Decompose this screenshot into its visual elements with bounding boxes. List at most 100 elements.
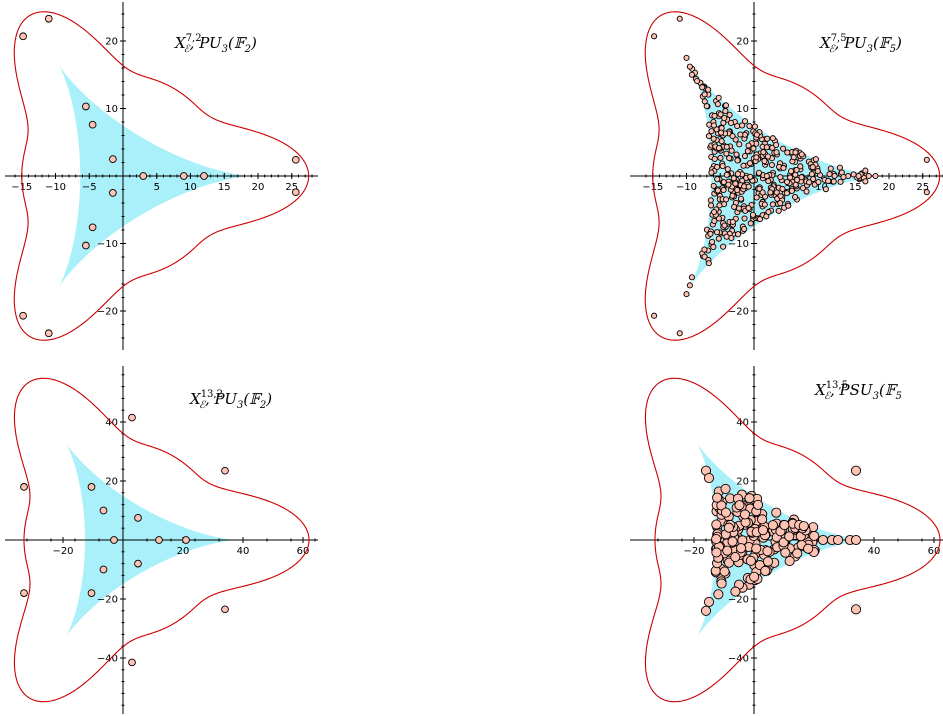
data-point bbox=[128, 413, 136, 422]
data-point bbox=[708, 128, 715, 135]
boundary-curve bbox=[644, 11, 941, 341]
data-point bbox=[711, 217, 718, 224]
data-point bbox=[790, 154, 797, 161]
data-point bbox=[825, 177, 832, 184]
data-point bbox=[784, 531, 795, 542]
data-point bbox=[727, 119, 735, 126]
data-point bbox=[783, 190, 790, 197]
data-point bbox=[711, 547, 722, 558]
data-point bbox=[788, 168, 795, 175]
data-point bbox=[741, 215, 748, 222]
data-point bbox=[756, 216, 763, 223]
data-point bbox=[701, 91, 708, 98]
data-point bbox=[762, 546, 773, 557]
data-point bbox=[707, 202, 715, 209]
data-point bbox=[110, 536, 118, 544]
data-point bbox=[831, 172, 838, 179]
x-tick-label: 60 bbox=[928, 546, 941, 557]
data-point bbox=[771, 507, 782, 518]
data-point bbox=[82, 102, 90, 111]
data-point bbox=[20, 589, 28, 597]
data-point bbox=[703, 596, 715, 608]
data-point bbox=[792, 193, 799, 201]
data-point bbox=[109, 155, 117, 163]
data-point bbox=[769, 135, 776, 142]
data-point bbox=[723, 143, 730, 150]
data-point bbox=[784, 149, 791, 156]
data-point bbox=[711, 519, 722, 530]
data-point bbox=[779, 185, 786, 193]
panel-title: X13,2 ℰ, PU3(𝔽2) bbox=[189, 389, 272, 411]
data-point bbox=[716, 202, 723, 209]
data-point bbox=[737, 195, 745, 202]
data-point bbox=[88, 120, 97, 129]
data-point bbox=[708, 169, 715, 176]
data-point bbox=[714, 176, 721, 183]
data-point bbox=[732, 180, 739, 187]
data-point bbox=[780, 547, 791, 558]
y-tick-label: 20 bbox=[105, 37, 118, 48]
data-point bbox=[740, 162, 747, 169]
data-point bbox=[809, 530, 820, 542]
data-point bbox=[855, 172, 862, 180]
data-point bbox=[803, 188, 810, 195]
data-point bbox=[763, 173, 770, 180]
boundary-curve bbox=[644, 377, 941, 703]
data-point bbox=[751, 543, 762, 554]
data-point bbox=[757, 525, 769, 536]
data-point bbox=[736, 141, 743, 148]
x-tick-label: 20 bbox=[252, 182, 265, 193]
data-point bbox=[723, 171, 730, 178]
data-point bbox=[723, 233, 730, 240]
data-point bbox=[734, 186, 741, 194]
data-point bbox=[87, 589, 96, 597]
data-point bbox=[850, 171, 857, 178]
data-point bbox=[923, 189, 930, 196]
data-point bbox=[720, 243, 727, 250]
data-point bbox=[755, 169, 762, 176]
y-tick-label: −40 bbox=[97, 654, 118, 665]
data-point bbox=[803, 543, 814, 554]
data-point bbox=[744, 493, 755, 504]
x-tick-label: 15 bbox=[849, 182, 862, 193]
x-tick-label: 5 bbox=[785, 182, 791, 193]
data-point bbox=[727, 536, 738, 547]
data-point bbox=[200, 172, 208, 180]
data-point bbox=[777, 200, 784, 207]
data-point bbox=[718, 138, 725, 145]
data-point bbox=[714, 187, 721, 194]
data-point bbox=[109, 189, 117, 197]
data-point bbox=[760, 149, 767, 156]
data-point bbox=[721, 222, 728, 229]
data-point bbox=[714, 163, 721, 171]
data-point bbox=[827, 165, 834, 172]
data-point bbox=[705, 133, 713, 140]
data-point bbox=[798, 151, 805, 158]
data-point bbox=[729, 133, 736, 140]
data-point bbox=[710, 122, 717, 129]
data-point bbox=[735, 205, 743, 212]
data-point bbox=[19, 32, 27, 41]
panel-title: X7,2 ℰ, PU3(𝔽2) bbox=[174, 33, 257, 55]
data-point bbox=[822, 186, 829, 193]
data-point bbox=[751, 123, 759, 130]
data-point bbox=[806, 179, 813, 186]
data-point bbox=[734, 500, 745, 511]
data-point bbox=[715, 144, 722, 152]
data-point bbox=[221, 605, 229, 614]
data-point bbox=[750, 145, 757, 152]
data-point bbox=[775, 207, 782, 214]
y-tick-label: −40 bbox=[728, 654, 749, 665]
x-tick-label: 5 bbox=[154, 182, 160, 193]
data-point bbox=[700, 605, 712, 616]
data-point bbox=[773, 149, 780, 156]
data-point bbox=[87, 483, 96, 491]
data-point bbox=[683, 291, 690, 298]
data-point bbox=[788, 187, 796, 194]
data-point bbox=[809, 164, 816, 171]
data-point bbox=[850, 465, 862, 476]
data-point bbox=[713, 229, 721, 236]
data-point bbox=[787, 174, 794, 181]
